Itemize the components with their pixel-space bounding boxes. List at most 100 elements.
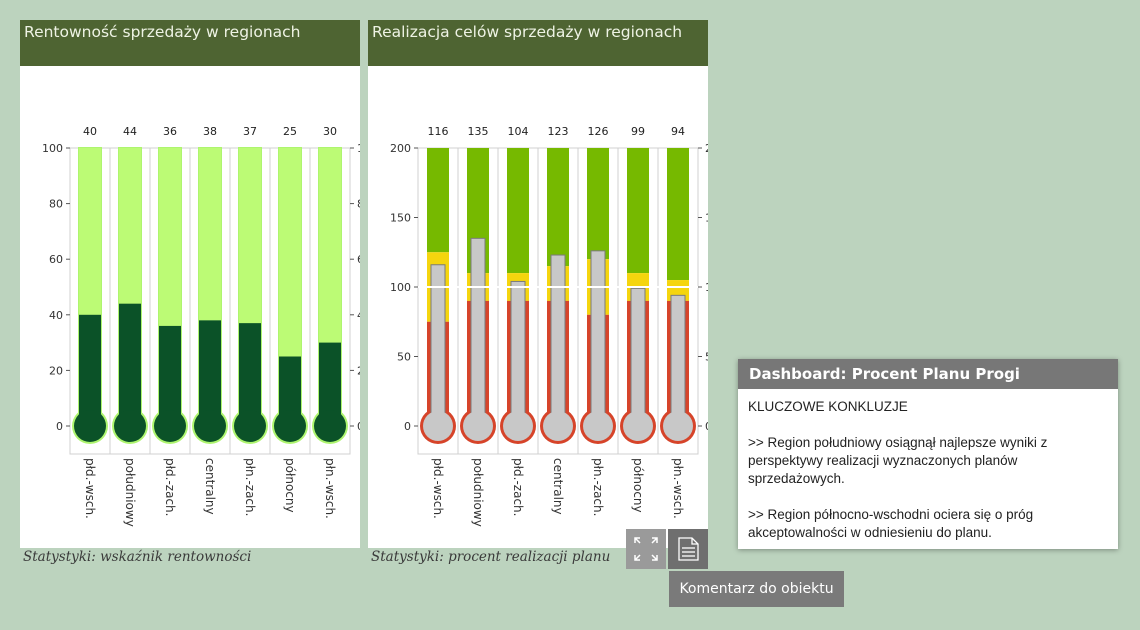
y-tick-label: 50: [705, 351, 708, 364]
data-label: 94: [671, 125, 685, 138]
x-tick-label: centralny: [551, 458, 565, 515]
panel-title: Rentowność sprzedaży w regionach: [20, 20, 360, 66]
band-green: [667, 148, 689, 281]
bulb: [543, 411, 573, 441]
x-tick-label: płn.-wsch.: [671, 458, 685, 519]
y-tick-label: 60: [49, 253, 63, 266]
bulb: [463, 411, 493, 441]
y-tick-label: 0: [56, 420, 63, 433]
y-tick-label: 50: [397, 351, 411, 364]
data-label: 37: [243, 125, 257, 138]
y-tick-label: 100: [42, 142, 63, 155]
comment-toggle-button[interactable]: [668, 529, 708, 569]
panel-title: Realizacja celów sprzedaży w regionach: [368, 20, 708, 66]
bar: [199, 320, 221, 426]
dashboard-title: Dashboard: Procent Planu Progi: [738, 359, 1118, 389]
x-tick-label: płn.-zach.: [243, 458, 257, 516]
y-tick-label: 0: [705, 420, 708, 433]
y-tick-label: 0: [404, 420, 411, 433]
document-icon: [678, 537, 699, 561]
y-tick-label: 80: [357, 198, 360, 211]
dashboard-paragraph: >> Region północno-wschodni ociera się o…: [748, 507, 1034, 540]
bulb: [503, 411, 533, 441]
data-label: 116: [428, 125, 449, 138]
bar: [319, 342, 341, 426]
panel-caption: Statystyki: procent realizacji planu: [371, 549, 611, 565]
bar: [159, 325, 181, 426]
data-label: 126: [588, 125, 609, 138]
data-label: 135: [468, 125, 489, 138]
bulb: [623, 411, 653, 441]
x-tick-label: płd.-zach.: [163, 458, 177, 516]
y-tick-label: 100: [390, 281, 411, 294]
expand-icon: [634, 537, 658, 561]
y-tick-label: 100: [357, 142, 360, 155]
dashboard-body: KLUCZOWE KONKLUZJE >> Region południowy …: [738, 389, 1118, 542]
data-label: 44: [123, 125, 137, 138]
x-tick-label: południowy: [123, 458, 137, 527]
y-tick-label: 150: [390, 212, 411, 225]
x-tick-label: płn.-zach.: [591, 458, 605, 516]
data-label: 38: [203, 125, 217, 138]
y-tick-label: 200: [390, 142, 411, 155]
band-green: [427, 148, 449, 253]
expand-button[interactable]: [626, 529, 666, 569]
y-tick-label: 100: [705, 281, 708, 294]
y-tick-label: 80: [49, 198, 63, 211]
plan-realization-chart: 0 0 50 50 100 100 150 150 200 200 116 płd.-wsch. 135…: [390, 125, 708, 527]
x-tick-label: płd.-wsch.: [83, 458, 97, 519]
comment-button[interactable]: Komentarz do obiektu: [669, 571, 844, 607]
bulb: [154, 410, 186, 442]
y-tick-label: 0: [357, 420, 360, 433]
dashboard-callout: Dashboard: Procent Planu Progi KLUCZOWE …: [738, 359, 1118, 549]
bulb: [314, 410, 346, 442]
x-tick-label: płn.-wsch.: [323, 458, 337, 519]
y-tick-label: 150: [705, 212, 708, 225]
y-tick-label: 20: [49, 364, 63, 377]
band-green: [507, 148, 529, 274]
band-green: [587, 148, 609, 260]
data-label: 104: [508, 125, 529, 138]
bar: [79, 314, 101, 426]
bar: [279, 356, 301, 426]
data-label: 123: [548, 125, 569, 138]
bar: [590, 250, 606, 427]
dashboard-paragraph: >> Region południowy osiągnął najlepsze …: [748, 435, 1048, 486]
data-label: 30: [323, 125, 337, 138]
bar: [550, 254, 566, 427]
data-label: 40: [83, 125, 97, 138]
band-green: [547, 148, 569, 267]
y-tick-label: 200: [705, 142, 708, 155]
x-tick-label: płd.-zach.: [511, 458, 525, 516]
y-tick-label: 60: [357, 253, 360, 266]
x-tick-label: północny: [631, 458, 645, 513]
panel-caption: Statystyki: wskaźnik rentowności: [23, 549, 252, 565]
x-tick-label: płd.-wsch.: [431, 458, 445, 519]
profitability-panel: Rentowność sprzedaży w regionach 0 0 20 20 4…: [20, 20, 360, 548]
data-label: 25: [283, 125, 297, 138]
y-tick-label: 40: [49, 309, 63, 322]
x-tick-label: południowy: [471, 458, 485, 527]
bar: [510, 280, 526, 427]
profitability-chart: 0 0 20 20 40 40 60 60 80 80 100 100 40 płd.-wsch. 44 po…: [42, 125, 360, 527]
bulb: [234, 410, 266, 442]
bulb: [274, 410, 306, 442]
dashboard-heading: KLUCZOWE KONKLUZJE: [748, 399, 908, 414]
x-tick-label: centralny: [203, 458, 217, 515]
bulb: [74, 410, 106, 442]
x-tick-label: północny: [283, 458, 297, 513]
bulb: [194, 410, 226, 442]
bulb: [114, 410, 146, 442]
bar: [670, 294, 686, 427]
bar: [470, 237, 486, 427]
data-label: 36: [163, 125, 177, 138]
data-label: 99: [631, 125, 645, 138]
bulb: [663, 411, 693, 441]
bar: [239, 323, 261, 426]
y-tick-label: 20: [357, 364, 360, 377]
bulb: [423, 411, 453, 441]
y-tick-label: 40: [357, 309, 360, 322]
bar: [119, 303, 141, 426]
plan-realization-panel: Realizacja celów sprzedaży w regionach 0…: [368, 20, 708, 548]
band-green: [627, 148, 649, 274]
